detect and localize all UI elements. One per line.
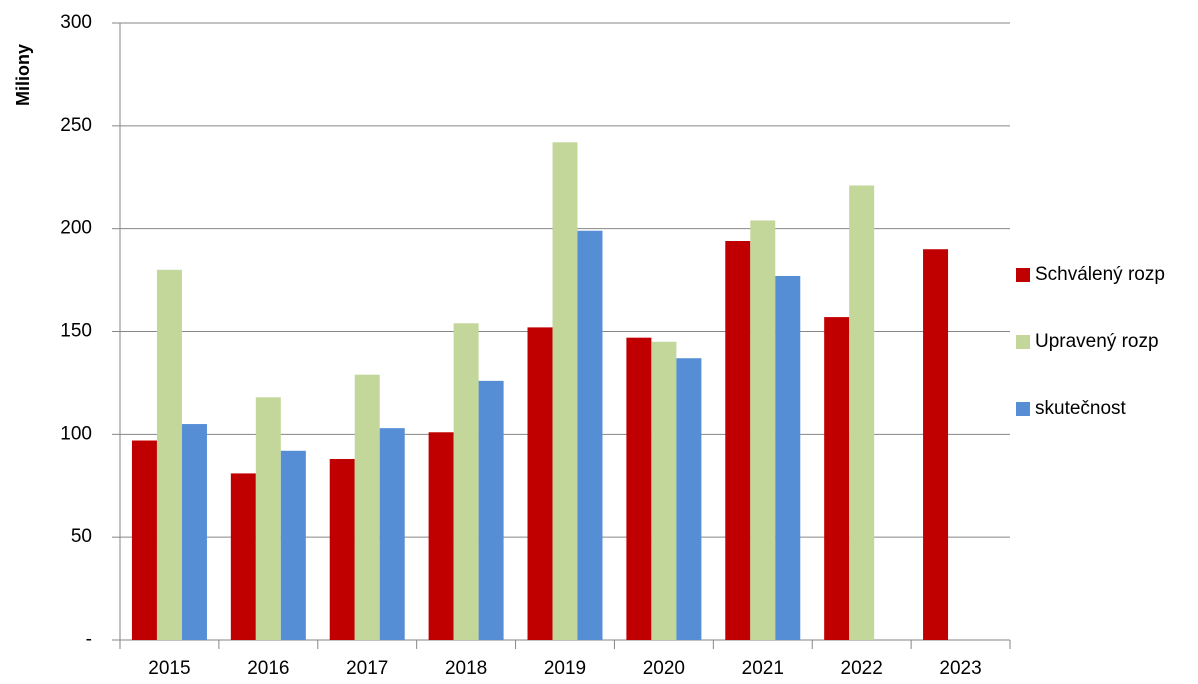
bar [181,424,207,640]
bar [131,440,157,640]
x-tick-label: 2022 [841,658,883,679]
legend-swatch [1016,268,1030,282]
bar [552,142,578,640]
legend-swatch [1016,402,1030,416]
x-tick-label: 2017 [346,658,388,679]
y-tick-label: 150 [60,321,92,342]
y-tick-label: 100 [60,423,92,444]
bar [923,249,949,640]
bar [626,337,652,640]
bar [379,428,405,640]
x-tick-label: 2023 [939,658,981,679]
bar [478,380,504,640]
x-tick-label: 2015 [148,658,190,679]
bar [255,397,281,640]
x-tick-label: 2020 [643,658,685,679]
y-tick-label: 300 [60,12,92,33]
x-tick-label: 2016 [247,658,289,679]
bar [775,275,801,640]
bar [577,230,603,640]
bar [676,358,702,640]
bar [651,341,677,640]
y-axis-title: Miliony [13,44,33,106]
bar [428,432,454,640]
y-tick-label: 250 [60,115,92,136]
legend-label: Upravený rozp [1035,331,1159,352]
bar [329,459,355,640]
bar [156,269,182,640]
bar [527,327,553,640]
x-tick-label: 2019 [544,658,586,679]
bar [824,317,850,640]
bar [354,374,380,640]
y-tick-label: 50 [71,526,92,547]
y-tick-label: - [86,629,92,650]
legend-label: Schválený rozp [1035,264,1165,285]
bar [750,220,776,640]
bar [849,185,875,640]
bar [725,241,751,641]
legend-swatch [1016,335,1030,349]
bar [230,473,256,640]
bar [453,323,479,640]
bar [280,450,306,640]
legend-label: skutečnost [1035,398,1127,419]
x-tick-label: 2018 [445,658,487,679]
y-tick-label: 200 [60,218,92,239]
x-tick-label: 2021 [742,658,784,679]
